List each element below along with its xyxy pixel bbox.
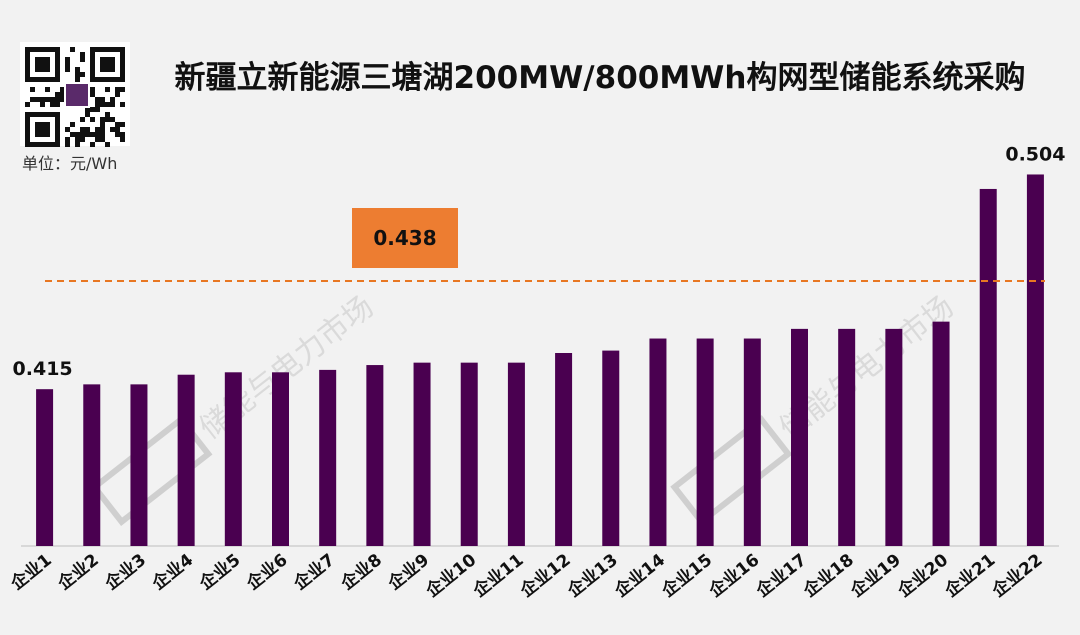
bar-6 xyxy=(272,372,289,546)
watermark-2: 储能与电力市场 xyxy=(670,289,960,526)
unit-label: 单位：元/Wh xyxy=(22,154,118,173)
bar-11 xyxy=(507,362,525,546)
x-tick-label: 企业8 xyxy=(336,549,386,594)
bar-16 xyxy=(743,338,761,546)
qr-logo-icon xyxy=(64,82,90,108)
x-tick-label: 企业13 xyxy=(563,549,622,602)
x-tick-label: 企业6 xyxy=(242,549,292,594)
x-tick-label: 企业22 xyxy=(987,549,1046,602)
x-tick-label: 企业2 xyxy=(53,549,103,594)
chart-title: 新疆立新能源三塘湖200MW/800MWh构网型储能系统采购 xyxy=(174,60,1026,96)
watermark-logo-icon xyxy=(670,415,793,526)
average-label: 0.438 xyxy=(373,226,436,250)
bar-13 xyxy=(602,350,620,546)
x-tick-label: 企业17 xyxy=(751,549,810,602)
data-label-1: 0.415 xyxy=(13,358,73,380)
average-label-box xyxy=(352,208,458,268)
x-tick-label: 企业14 xyxy=(610,549,669,602)
data-label-22: 0.504 xyxy=(1005,143,1065,165)
bar-20 xyxy=(932,321,950,546)
bar-15 xyxy=(696,338,714,546)
bar-1 xyxy=(36,389,54,546)
bar-8 xyxy=(366,365,384,546)
x-tick-label: 企业19 xyxy=(846,549,905,602)
x-tick-label: 企业18 xyxy=(799,549,858,602)
x-tick-label: 企业15 xyxy=(657,549,716,602)
x-tick-label: 企业7 xyxy=(289,549,339,594)
bar-14 xyxy=(649,338,667,546)
x-tick-label: 企业20 xyxy=(893,549,952,602)
x-tick-label: 企业1 xyxy=(6,549,56,594)
bar-18 xyxy=(838,328,856,546)
x-tick-label: 企业11 xyxy=(468,549,527,602)
bar-2 xyxy=(83,384,101,546)
bar-10 xyxy=(460,362,478,546)
bar-17 xyxy=(791,328,808,546)
x-tick-label: 企业4 xyxy=(147,549,197,594)
bar-5 xyxy=(224,372,242,546)
x-tick-label: 企业21 xyxy=(940,549,999,602)
bar-7 xyxy=(319,369,337,546)
bar-21 xyxy=(979,188,997,546)
bar-9 xyxy=(413,362,431,546)
bar-22 xyxy=(1026,174,1044,546)
x-tick-label: 企业10 xyxy=(421,549,480,602)
x-tick-label: 企业16 xyxy=(704,549,763,602)
bar-19 xyxy=(885,328,903,546)
bar-3 xyxy=(130,384,148,546)
bar-12 xyxy=(555,353,573,546)
bar-4 xyxy=(177,374,195,546)
x-tick-label: 企业12 xyxy=(516,549,575,602)
x-tick-label: 企业3 xyxy=(100,549,150,594)
qr-code xyxy=(20,42,130,147)
x-tick-label: 企业5 xyxy=(195,549,245,594)
